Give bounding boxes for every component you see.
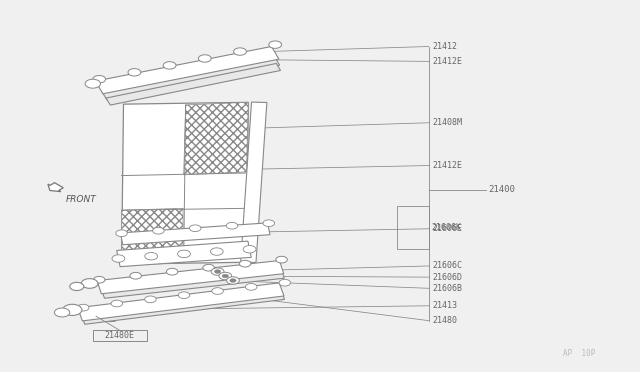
Polygon shape bbox=[97, 260, 284, 294]
Text: 21412: 21412 bbox=[432, 42, 457, 51]
Polygon shape bbox=[106, 64, 280, 105]
Circle shape bbox=[93, 76, 106, 83]
Circle shape bbox=[111, 300, 123, 307]
Polygon shape bbox=[102, 57, 280, 100]
Text: 21412E: 21412E bbox=[432, 161, 462, 170]
Circle shape bbox=[166, 268, 178, 275]
Text: 21400: 21400 bbox=[488, 185, 515, 194]
Circle shape bbox=[116, 230, 127, 237]
Circle shape bbox=[211, 268, 224, 275]
Polygon shape bbox=[95, 46, 279, 94]
Circle shape bbox=[178, 250, 191, 257]
Circle shape bbox=[63, 304, 82, 315]
Bar bbox=[93, 330, 147, 341]
Text: 21480E: 21480E bbox=[105, 331, 134, 340]
Circle shape bbox=[128, 68, 141, 76]
Circle shape bbox=[93, 276, 105, 283]
Circle shape bbox=[227, 222, 238, 229]
Text: FRONT: FRONT bbox=[66, 195, 97, 204]
Circle shape bbox=[276, 256, 287, 263]
Circle shape bbox=[263, 220, 275, 227]
Circle shape bbox=[269, 41, 282, 48]
Circle shape bbox=[163, 62, 176, 69]
Circle shape bbox=[214, 270, 221, 273]
Polygon shape bbox=[122, 102, 248, 264]
Circle shape bbox=[203, 264, 214, 271]
Text: 21413: 21413 bbox=[432, 301, 457, 310]
Circle shape bbox=[219, 272, 232, 280]
Polygon shape bbox=[122, 208, 183, 264]
Circle shape bbox=[81, 279, 98, 288]
Text: 21412E: 21412E bbox=[432, 57, 462, 66]
Polygon shape bbox=[241, 102, 267, 262]
Polygon shape bbox=[81, 291, 285, 324]
Text: 21606C: 21606C bbox=[432, 262, 462, 270]
Circle shape bbox=[145, 253, 157, 260]
Text: 21606K: 21606K bbox=[431, 223, 461, 232]
Circle shape bbox=[230, 279, 236, 282]
Text: 21606E: 21606E bbox=[432, 224, 462, 233]
Circle shape bbox=[198, 55, 211, 62]
Polygon shape bbox=[184, 102, 248, 175]
Text: AP  10P: AP 10P bbox=[563, 349, 595, 358]
Circle shape bbox=[153, 227, 164, 234]
Text: 21606B: 21606B bbox=[432, 284, 462, 293]
Polygon shape bbox=[116, 241, 252, 267]
Circle shape bbox=[130, 272, 141, 279]
Polygon shape bbox=[77, 283, 284, 321]
Circle shape bbox=[222, 274, 228, 278]
Circle shape bbox=[54, 308, 70, 317]
Circle shape bbox=[227, 277, 239, 284]
Circle shape bbox=[112, 255, 125, 262]
Polygon shape bbox=[120, 223, 270, 245]
Circle shape bbox=[246, 283, 257, 290]
Text: 21408M: 21408M bbox=[432, 118, 462, 127]
Circle shape bbox=[70, 282, 84, 291]
Circle shape bbox=[85, 79, 100, 88]
Circle shape bbox=[145, 296, 156, 303]
Circle shape bbox=[178, 292, 189, 298]
Circle shape bbox=[234, 48, 246, 55]
Circle shape bbox=[211, 248, 223, 255]
Circle shape bbox=[189, 225, 201, 231]
Circle shape bbox=[77, 304, 89, 311]
Polygon shape bbox=[102, 269, 284, 298]
Text: 21606D: 21606D bbox=[432, 273, 462, 282]
Circle shape bbox=[279, 279, 291, 286]
Bar bbox=[397, 206, 429, 249]
Circle shape bbox=[239, 260, 251, 267]
Text: 21480: 21480 bbox=[432, 316, 457, 325]
Circle shape bbox=[212, 288, 223, 294]
Polygon shape bbox=[48, 183, 63, 192]
Circle shape bbox=[243, 246, 256, 253]
